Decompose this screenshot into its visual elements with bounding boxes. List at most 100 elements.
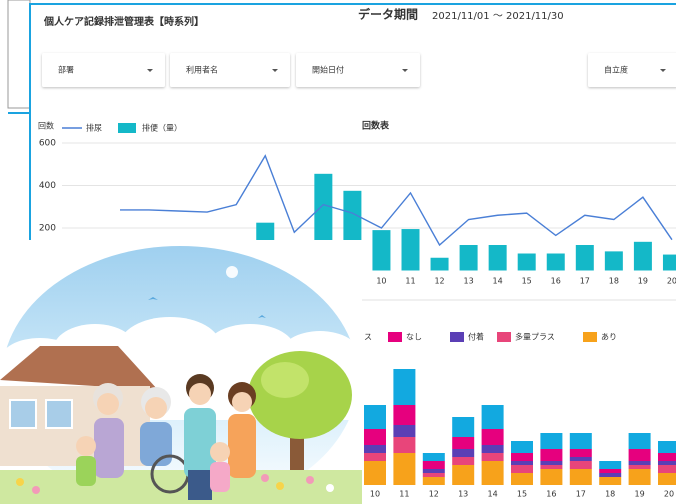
- period-label: データ期間: [358, 7, 418, 22]
- bar-segment: [422, 473, 445, 477]
- legend-swatch: [497, 332, 511, 342]
- dropdown-label: 開始日付: [312, 65, 344, 75]
- house-roof: [0, 346, 158, 390]
- dropdown[interactable]: 自立度: [588, 53, 676, 87]
- bar-segment: [393, 369, 416, 405]
- y-tick-label: 600: [39, 139, 56, 149]
- bar-segment: [422, 469, 445, 473]
- bar: [604, 251, 623, 271]
- bar-segment: [511, 441, 533, 453]
- x-tick-label: 10: [376, 277, 386, 286]
- bar-segment: [393, 437, 416, 453]
- bar: [401, 229, 420, 271]
- x-tick-label: 14: [488, 490, 498, 499]
- bar: [430, 257, 449, 271]
- bar-segment: [511, 473, 533, 485]
- bar-segment: [481, 445, 504, 453]
- tree-foliage: [261, 362, 309, 398]
- sun: [226, 266, 238, 278]
- bar: [662, 254, 676, 271]
- x-tick-label: 12: [434, 277, 444, 286]
- chart-title: 回数表: [362, 120, 390, 132]
- bar-segment: [628, 461, 651, 465]
- bar: [372, 230, 391, 271]
- bar-segment: [452, 437, 475, 449]
- bar: [633, 241, 652, 271]
- people: [76, 374, 256, 500]
- bar-segment: [511, 461, 533, 465]
- illustration: [0, 240, 362, 504]
- bar-segment: [540, 449, 563, 461]
- bar: [488, 245, 507, 271]
- y-tick-label: 400: [39, 181, 56, 191]
- filter-bar: 部署 利用者名 開始日付 自立度: [42, 53, 676, 87]
- x-tick-label: 13: [464, 277, 474, 286]
- bar-segment: [540, 433, 563, 449]
- legend-swatch: [583, 332, 597, 342]
- x-tick-label: 14: [493, 277, 503, 286]
- dropdown-arrow: [147, 69, 153, 72]
- bar-segment: [364, 445, 386, 453]
- bar-segment: [540, 461, 563, 465]
- page-title: 個人ケア記録排泄管理表【時系列】: [43, 15, 204, 28]
- dropdown[interactable]: 利用者名: [170, 53, 290, 87]
- legend-swatch: [118, 123, 136, 133]
- bar-segment: [364, 429, 386, 445]
- bar-segment: [481, 453, 504, 461]
- x-tick-label: 15: [522, 277, 532, 286]
- period: 2021/11/01 ～ 2021/11/30: [432, 11, 564, 22]
- bar-segment: [540, 469, 563, 485]
- tree-foliage: [248, 351, 352, 439]
- x-tick-label: 11: [405, 277, 415, 286]
- x-tick-label: 17: [576, 490, 586, 499]
- x-tick-label: 16: [546, 490, 556, 499]
- bar-segment: [658, 465, 676, 473]
- legend-label: なし: [406, 333, 422, 342]
- x-tick-label: 18: [609, 277, 619, 286]
- bar-segment: [364, 461, 386, 485]
- flowers: [16, 474, 334, 494]
- x-tick-label: 11: [399, 490, 409, 499]
- bar-segment: [658, 473, 676, 485]
- bar-segment: [511, 453, 533, 461]
- x-tick-label: 16: [551, 277, 561, 286]
- bar: [575, 245, 594, 271]
- stacked-chart: ス なし 付着 多量プラス あり 10 11 12 13 14 15 16 17 18 19 20: [362, 318, 676, 504]
- bar-segment: [364, 453, 386, 461]
- x-tick-label: 17: [580, 277, 590, 286]
- bar-segment: [569, 457, 592, 461]
- bar: [546, 253, 565, 271]
- legend-label: 多量プラス: [515, 332, 555, 342]
- bar-segment: [422, 453, 445, 461]
- bar-segment: [452, 465, 475, 485]
- x-tick-label: 20: [664, 490, 674, 499]
- legend-swatch: [388, 332, 402, 342]
- bar-segment: [658, 453, 676, 461]
- dropdown-box: [170, 53, 290, 87]
- dropdown[interactable]: 開始日付: [296, 53, 420, 87]
- dropdown-arrow: [272, 69, 278, 72]
- x-tick-label: 19: [635, 490, 645, 499]
- bar-segment: [452, 457, 475, 465]
- bar: [517, 253, 536, 271]
- bar-segment: [599, 477, 622, 485]
- dropdown-arrow: [402, 69, 408, 72]
- bar-segment: [658, 461, 676, 465]
- bar-segment: [628, 465, 651, 469]
- bar-segment: [658, 441, 676, 453]
- dropdown[interactable]: 部署: [42, 53, 165, 87]
- bar-segment: [540, 465, 563, 469]
- bar-segment: [569, 433, 592, 449]
- bar-segment: [452, 449, 475, 457]
- bar-segment: [452, 417, 475, 437]
- window: [45, 399, 73, 429]
- x-tick-label: 19: [638, 277, 648, 286]
- x-tick-label: 10: [370, 490, 380, 499]
- bar-segment: [569, 461, 592, 469]
- dropdown-box: [296, 53, 420, 87]
- dropdown-label: 自立度: [604, 65, 628, 75]
- x-tick-label: 15: [517, 490, 527, 499]
- bar-segment: [569, 469, 592, 485]
